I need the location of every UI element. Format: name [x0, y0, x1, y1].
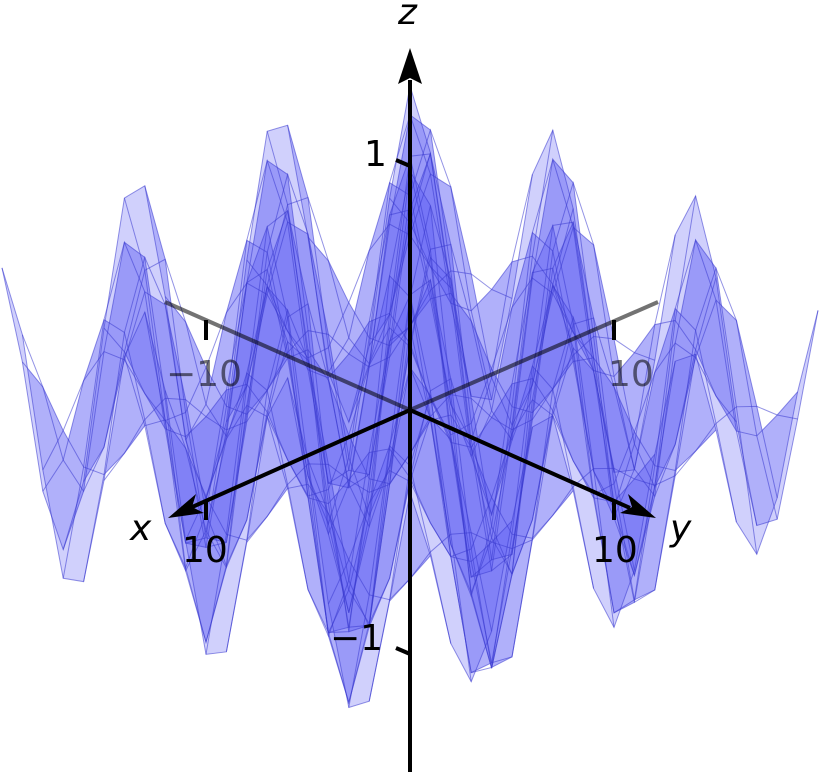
- surface-mesh-line: [21, 152, 431, 493]
- surface-strip: [63, 242, 492, 703]
- axes: [168, 48, 656, 772]
- surface-strip: [348, 114, 778, 576]
- z-tick-1: [395, 158, 411, 168]
- z-tick-label-neg1: −1: [330, 618, 383, 659]
- y-axis-positive-line-back: [409, 300, 659, 412]
- surface-mesh-line: [307, 277, 717, 625]
- surface-strip: [287, 125, 716, 600]
- surface-mesh-line: [83, 128, 493, 582]
- surface-mesh-line: [327, 342, 737, 605]
- surface-mesh-line: [348, 238, 758, 708]
- surface-strip: [185, 160, 614, 669]
- surface-strip: [246, 131, 676, 613]
- surface-mesh-line: [409, 310, 819, 683]
- surface-mesh-line: [225, 181, 635, 652]
- z-tick-label-1: 1: [364, 134, 387, 175]
- y-axis-label: y: [669, 508, 692, 549]
- x-axis-arrowhead: [168, 494, 204, 518]
- z-axis-label: z: [397, 0, 418, 33]
- surface-mesh-line: [103, 270, 513, 481]
- surface-mesh-line: [389, 405, 798, 602]
- surface-mesh-line: [368, 266, 778, 702]
- surface-mesh-line: [246, 335, 655, 543]
- z-tick-neg1: [395, 646, 411, 656]
- surface-mesh-line: [287, 195, 697, 705]
- surface-mesh-line: [62, 113, 472, 579]
- surface-mesh-line: [123, 174, 533, 570]
- y-axis-arrowhead: [620, 494, 656, 518]
- x-tick-label-neg10: −10: [166, 354, 242, 395]
- labels: z x y 1 −1 10 −10 10 10: [129, 0, 692, 659]
- surface-strip: [42, 242, 472, 703]
- surface-strip: [267, 125, 696, 613]
- z-axis-arrowhead: [398, 48, 422, 84]
- y-tick-label-10-back: 10: [608, 354, 654, 395]
- x-tick-label-10: 10: [182, 530, 228, 571]
- surface-strip: [206, 160, 635, 669]
- x-axis-label: x: [129, 508, 152, 549]
- surface-strip: [2, 267, 431, 708]
- y-tick-label-10: 10: [592, 530, 638, 571]
- x-axis-line: [189, 408, 411, 510]
- y-axis-line: [409, 408, 631, 510]
- surface-strip: [389, 85, 818, 526]
